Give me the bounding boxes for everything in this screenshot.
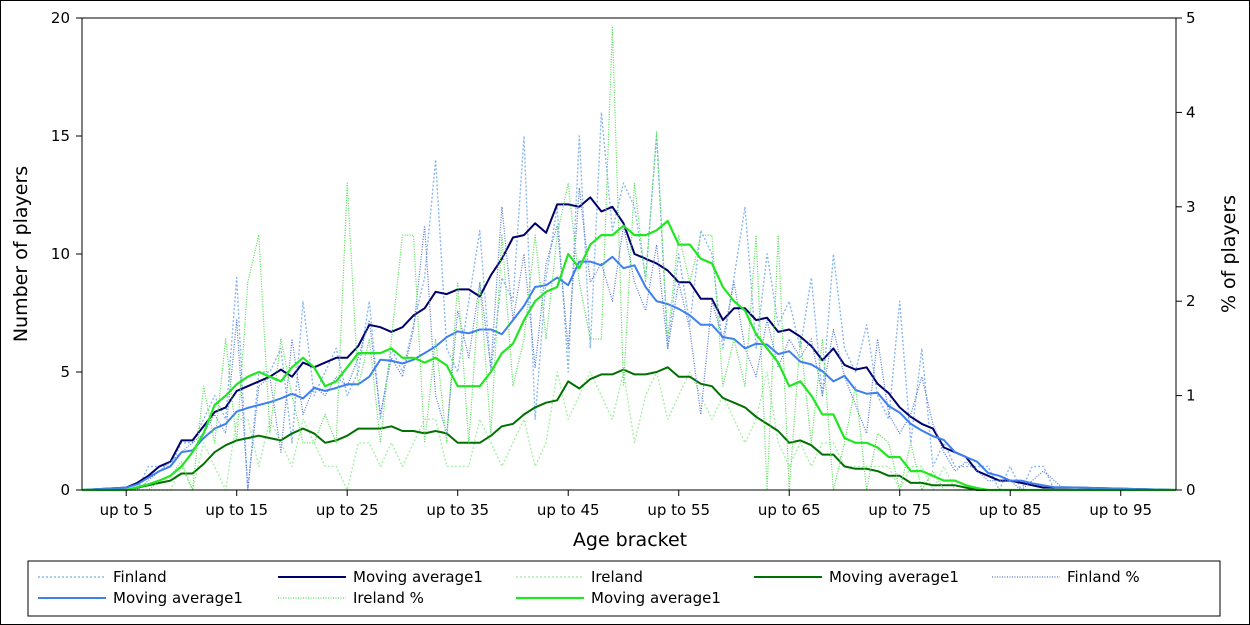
y-axis-title: Number of players [10,166,32,342]
series-line-3 [82,366,1176,491]
legend-label-7: Moving average1 [591,589,721,607]
y2-tick-label: 5 [1186,9,1196,27]
legend-label-2: Ireland [591,568,643,586]
x-tick-label: up to 25 [316,501,379,519]
series-line-2 [82,371,1176,491]
legend-label-0: Finland [113,568,167,586]
x-tick-label: up to 65 [758,501,821,519]
x-tick-label: up to 55 [647,501,710,519]
x-axis-title: Age bracket [573,529,687,551]
series-line-6 [82,26,1176,491]
y2-tick-label: 1 [1186,387,1196,405]
x-tick-label: up to 35 [426,501,489,519]
series-line-1 [81,196,1177,491]
legend-label-1: Moving average1 [353,568,483,586]
legend-label-5: Moving average1 [113,589,243,607]
series-layer [81,26,1177,492]
series-line-5 [81,255,1177,491]
y-tick-label: 15 [51,127,70,145]
y2-tick-label: 0 [1186,481,1196,499]
x-tick-label: up to 45 [537,501,600,519]
x-tick-label: up to 85 [979,501,1042,519]
legend-label-4: Finland % [1067,568,1140,586]
legend: Finland Moving average1 Ireland Moving aver… [27,560,1221,617]
y-tick-label: 10 [51,245,70,263]
y-tick-label: 20 [51,9,70,27]
x-tick-label: up to 75 [868,501,931,519]
series-line-7 [82,219,1176,492]
y2-axis-title: % of players [1218,195,1240,313]
legend-label-3: Moving average1 [829,568,959,586]
legend-box [27,560,1221,617]
legend-label-6: Ireland % [353,589,424,607]
series-line-0 [82,111,1176,491]
x-tick-label: up to 95 [1089,501,1152,519]
x-tick-label: up to 15 [205,501,268,519]
y2-tick-label: 3 [1186,198,1196,216]
y-tick-label: 5 [60,363,70,381]
y2-tick-label: 4 [1186,103,1196,121]
axes-layer: 0 5 10 15 20 0 1 2 3 4 5 up to 5 up to 15 up to 25 up … [51,9,1196,519]
x-tick-label: up to 5 [100,501,153,519]
y2-tick-label: 2 [1186,292,1196,310]
y-tick-label: 0 [60,481,70,499]
